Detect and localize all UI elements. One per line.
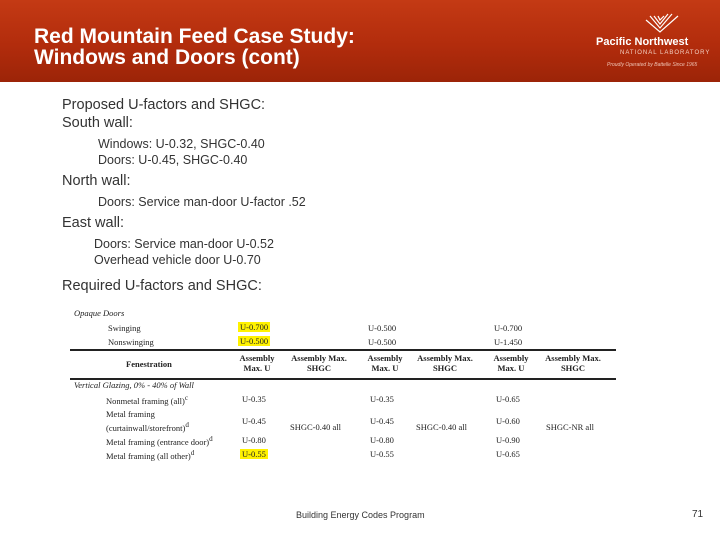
col-header-assembly-shgc: Assembly Max. SHGC (291, 353, 347, 373)
glazing-heading: Vertical Glazing, 0% - 40% of Wall (74, 380, 194, 390)
table-cell: U-0.60 (496, 416, 520, 426)
col-header-assembly-shgc: Assembly Max. SHGC (545, 353, 601, 373)
north-wall-heading: North wall: (62, 173, 131, 189)
row-label-text: (curtainwall/storefront) (106, 422, 186, 433)
slide-header (0, 0, 720, 82)
requirements-table: Opaque Doors Swinging U-0.700 U-0.500 U-… (70, 306, 616, 464)
col-header-assembly-shgc: Assembly Max. SHGC (417, 353, 473, 373)
col-header-assembly-u: Assembly Max. U (239, 353, 275, 373)
logo-subtitle: NATIONAL LABORATORY (620, 50, 711, 56)
table-cell: SHGC-NR all (546, 422, 594, 432)
table-cell: U-0.500 (368, 337, 397, 347)
proposed-heading: Proposed U-factors and SHGC: (62, 97, 266, 113)
row-footnote: d (185, 421, 189, 429)
col-header-assembly-u: Assembly Max. U (367, 353, 403, 373)
logo-name: Pacific Northwest (596, 36, 689, 48)
table-cell: U-0.65 (496, 394, 520, 404)
required-heading: Required U-factors and SHGC: (62, 278, 262, 294)
table-cell: U-0.45 (370, 416, 394, 426)
table-divider (70, 349, 616, 351)
east-doors: Doors: Service man-door U-0.52 (94, 237, 274, 251)
row-label-text: Metal framing (entrance door) (106, 436, 210, 447)
logo-tagline: Proudly Operated by Battelle Since 1965 (607, 62, 698, 68)
slide-title: Red Mountain Feed Case Study: Windows an… (34, 26, 355, 68)
east-wall-heading: East wall: (62, 215, 125, 231)
table-row-label: Metal framing (entrance door)d (106, 435, 213, 447)
row-footnote: d (190, 449, 195, 457)
table-cell: U-0.80 (370, 435, 394, 445)
row-label-text: Nonmetal framing (all) (106, 395, 185, 406)
table-cell: U-0.90 (496, 435, 520, 445)
table-row-label: (curtainwall/storefront)d (106, 421, 189, 433)
table-cell: SHGC-0.40 all (416, 422, 467, 432)
table-cell-highlighted: U-0.55 (240, 449, 268, 459)
table-cell: U-0.55 (370, 449, 394, 459)
table-cell: U-0.35 (370, 394, 394, 404)
title-line-2: Windows and Doors (cont) (34, 46, 300, 69)
south-windows: Windows: U-0.32, SHGC-0.40 (98, 137, 265, 151)
table-row-label: Swinging (108, 323, 141, 333)
south-doors: Doors: U-0.45, SHGC-0.40 (98, 153, 248, 167)
table-cell: U-0.500 (368, 323, 397, 333)
row-label-text: Metal framing (all other) (106, 450, 191, 461)
table-row-label: Nonswinging (108, 337, 154, 347)
slide-body: Proposed U-factors and SHGC: South wall:… (62, 96, 306, 268)
opaque-doors-heading: Opaque Doors (74, 308, 125, 318)
pnnl-logo-icon (645, 13, 679, 33)
table-cell: U-1.450 (494, 337, 523, 347)
col-header-fenestration: Fenestration (126, 359, 172, 369)
row-footnote: d (209, 435, 213, 443)
table-divider (70, 378, 616, 380)
table-cell: U-0.65 (496, 449, 520, 459)
table-cell: U-0.35 (242, 394, 266, 404)
table-cell-highlighted: U-0.500 (238, 336, 271, 346)
table-cell: U-0.80 (242, 435, 266, 445)
table-cell: SHGC-0.40 all (290, 422, 341, 432)
north-doors: Doors: Service man-door U-factor .52 (98, 195, 306, 209)
title-line-1: Red Mountain Feed Case Study: (34, 25, 355, 48)
footer-program: Building Energy Codes Program (296, 510, 425, 520)
table-cell-highlighted: U-0.700 (238, 322, 271, 332)
table-row-label: Nonmetal framing (all)c (106, 394, 188, 406)
table-row-label: Metal framing (106, 409, 155, 419)
col-header-assembly-u: Assembly Max. U (493, 353, 529, 373)
east-overhead-door: Overhead vehicle door U-0.70 (94, 253, 261, 267)
south-wall-heading: South wall: (62, 115, 133, 131)
row-footnote: c (184, 394, 188, 402)
table-cell: U-0.700 (494, 323, 523, 333)
table-row-label: Metal framing (all other)d (106, 449, 194, 461)
table-cell: U-0.45 (242, 416, 266, 426)
page-number: 71 (692, 509, 704, 520)
